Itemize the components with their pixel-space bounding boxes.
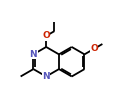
Text: N: N (30, 50, 37, 59)
Text: O: O (42, 31, 50, 40)
Text: O: O (90, 44, 98, 53)
Text: N: N (42, 72, 50, 81)
